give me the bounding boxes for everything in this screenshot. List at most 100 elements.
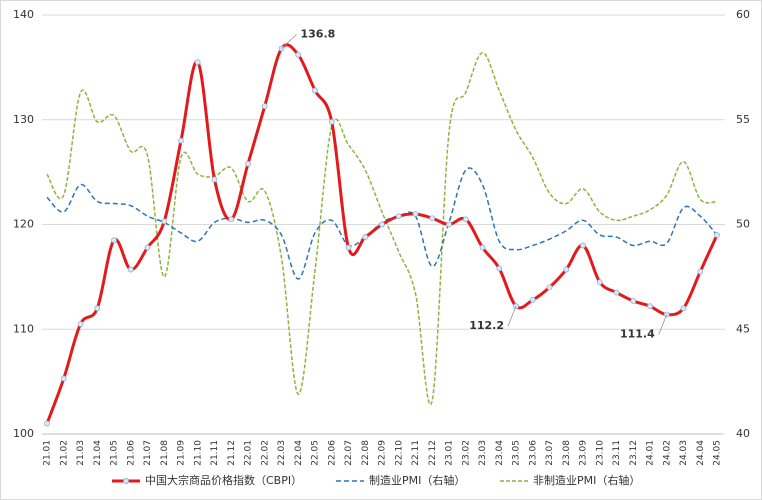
y2-tick-label: 50 [736,218,750,231]
x-tick-label: 21.09 [177,440,187,466]
point-marker [412,211,419,217]
point-marker [462,216,469,223]
x-tick-label: 21.03 [76,440,86,466]
point-marker [60,375,67,382]
y-tick-label: 110 [13,322,34,335]
point-marker [446,221,452,228]
x-tick-label: 23.02 [461,440,471,466]
point-marker [345,244,352,251]
x-tick-label: 22.07 [344,440,354,466]
series-line [46,51,718,406]
point-marker [563,266,570,273]
x-tick-label: 24.02 [662,440,672,466]
data-label: 136.8 [301,28,336,41]
x-tick-label: 21.07 [143,440,153,466]
x-tick-label: 22.04 [294,440,304,466]
x-tick-label: 21.11 [210,440,220,466]
point-marker [613,289,620,296]
x-tick-label: 24.05 [713,440,723,466]
label-leader [281,34,297,49]
x-tick-label: 22.12 [428,440,438,466]
y-tick-label: 100 [13,427,34,440]
point-marker [245,160,251,167]
point-marker [496,265,503,272]
x-tick-label: 22.03 [277,440,287,466]
x-tick-label: 21.02 [59,440,69,466]
x-tick-label: 21.05 [110,440,120,466]
point-marker [144,244,151,251]
point-marker [680,305,687,312]
point-marker [77,321,84,327]
x-tick-label: 23.12 [629,440,639,466]
label-leader [658,314,668,335]
x-tick-label: 24.03 [679,440,689,466]
x-tick-label: 22.01 [244,440,254,466]
y-tick-label: 120 [13,218,34,231]
point-marker [261,103,268,110]
data-label: 111.4 [620,328,655,341]
x-tick-label: 23.09 [579,440,589,466]
y2-tick-label: 55 [736,113,750,126]
point-marker [580,242,586,249]
point-marker [379,221,385,228]
y2-tick-label: 60 [736,8,750,21]
legend-label: 中国大宗商品价格指数（CBPI） [145,473,302,487]
point-marker [362,234,369,240]
x-tick-label: 21.08 [160,440,170,466]
y2-tick-label: 45 [736,322,750,335]
y-tick-label: 130 [13,113,34,126]
point-marker [127,266,134,273]
point-marker [178,137,184,144]
label-leader [507,306,517,327]
x-tick-label: 23.06 [528,440,538,466]
point-marker [479,244,486,251]
point-marker [697,268,704,275]
series-line [45,43,719,425]
x-tick-label: 21.12 [227,440,237,466]
legend-label: 非制造业PMI（右轴） [533,473,640,487]
point-marker [429,215,436,222]
x-tick-label: 23.07 [545,440,555,466]
x-tick-label: 21.06 [126,440,136,466]
x-tick-label: 23.11 [612,440,622,466]
point-marker [395,213,402,220]
y2-tick-label: 40 [736,427,750,440]
point-marker [596,279,603,286]
x-tick-label: 21.01 [43,440,53,466]
point-marker [194,59,201,66]
point-marker [328,118,335,125]
x-tick-label: 23.01 [445,440,455,466]
point-marker [546,284,553,291]
point-marker [211,176,218,183]
point-marker [94,305,101,312]
x-tick-label: 21.04 [93,440,103,466]
x-tick-label: 21.10 [193,440,203,466]
y-tick-label: 140 [13,8,34,21]
x-tick-label: 22.05 [311,440,321,466]
point-marker [161,218,168,225]
data-label: 112.2 [469,319,504,332]
x-tick-label: 22.06 [327,440,337,466]
point-marker [295,51,302,58]
x-tick-label: 23.04 [495,440,505,466]
x-tick-label: 23.10 [595,440,605,466]
point-marker [228,216,235,223]
x-tick-label: 23.03 [478,440,488,466]
point-marker [529,297,536,303]
legend-marker [123,478,129,484]
point-marker [111,237,117,244]
point-marker [312,87,318,94]
point-marker [630,298,637,304]
point-marker [647,303,653,310]
x-tick-label: 24.01 [646,440,656,466]
point-marker [44,420,50,427]
x-tick-label: 23.08 [562,440,572,466]
x-tick-label: 23.05 [512,440,522,466]
x-tick-label: 22.10 [394,440,404,466]
point-marker [714,232,720,238]
x-tick-label: 22.02 [260,440,270,466]
x-tick-label: 22.08 [361,440,371,466]
